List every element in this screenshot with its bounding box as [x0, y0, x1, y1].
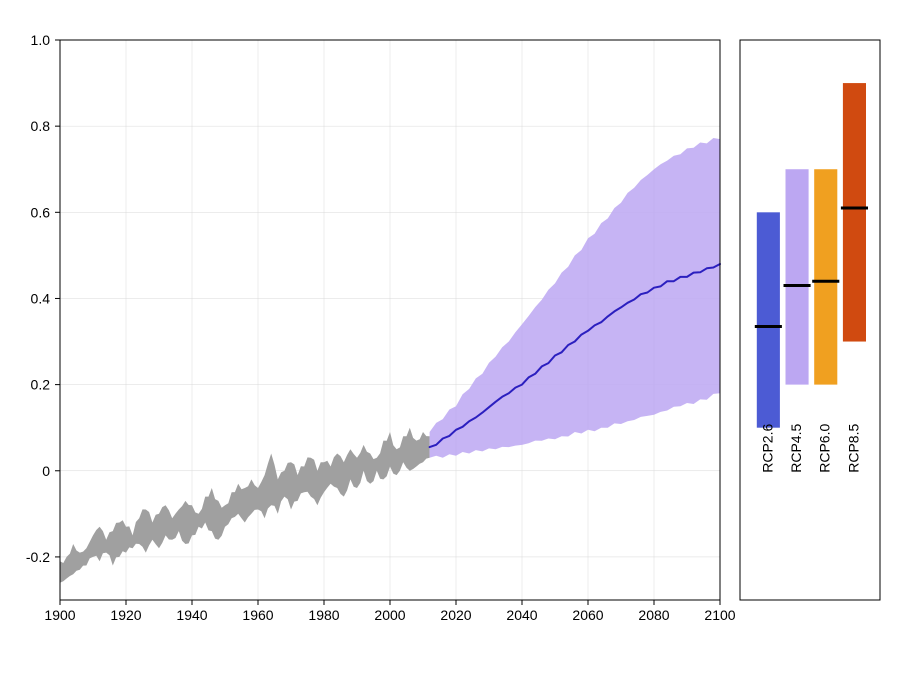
svg-text:1960: 1960: [242, 607, 273, 623]
svg-text:2040: 2040: [506, 607, 537, 623]
chart-svg: 1900 1920 1940 1960 1980 2000 2020 2040 2060 2080…: [0, 0, 900, 675]
svg-text:2100: 2100: [704, 607, 735, 623]
svg-text:1980: 1980: [308, 607, 339, 623]
svg-text:0.4: 0.4: [31, 290, 51, 306]
svg-text:1940: 1940: [176, 607, 207, 623]
svg-text:RCP4.5: RCP4.5: [788, 424, 804, 473]
svg-text:1900: 1900: [44, 607, 75, 623]
svg-text:2080: 2080: [638, 607, 669, 623]
svg-text:-0.2: -0.2: [26, 549, 50, 565]
svg-text:0.8: 0.8: [31, 118, 51, 134]
svg-text:RCP6.0: RCP6.0: [817, 424, 833, 473]
svg-text:2020: 2020: [440, 607, 471, 623]
svg-text:1920: 1920: [110, 607, 141, 623]
svg-text:0.2: 0.2: [31, 377, 51, 393]
svg-text:0: 0: [42, 463, 50, 479]
svg-text:0.6: 0.6: [31, 204, 51, 220]
svg-text:RCP8.5: RCP8.5: [845, 424, 861, 473]
chart-container: 1900 1920 1940 1960 1980 2000 2020 2040 2060 2080…: [0, 0, 900, 675]
svg-text:RCP2.6: RCP2.6: [759, 424, 775, 473]
svg-text:1.0: 1.0: [31, 32, 51, 48]
svg-text:2060: 2060: [572, 607, 603, 623]
svg-text:2000: 2000: [374, 607, 405, 623]
